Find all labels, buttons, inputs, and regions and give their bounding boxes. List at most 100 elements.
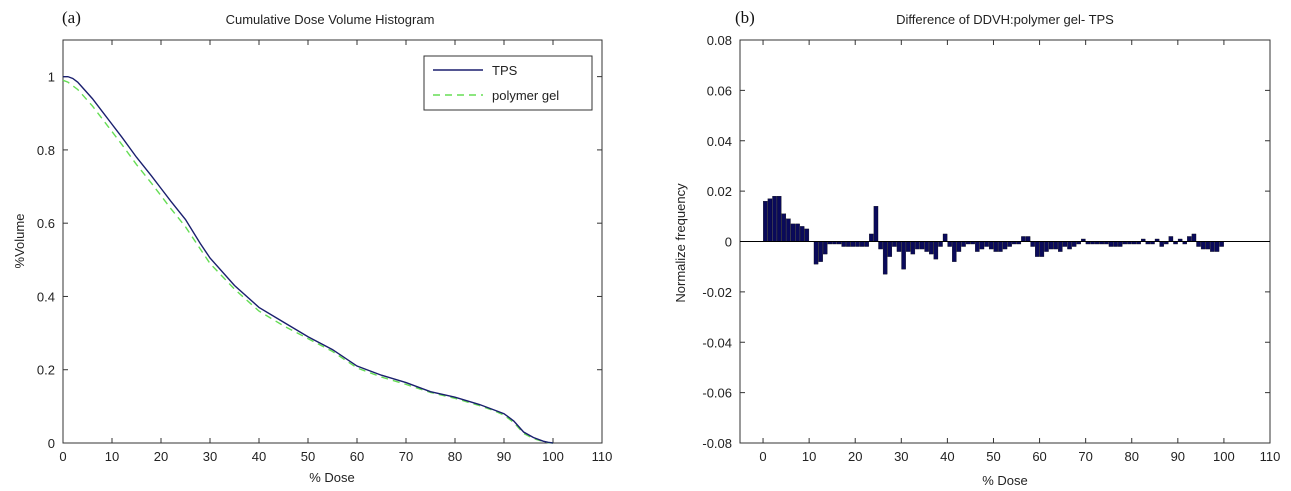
panel-b-y-tick-label: -0.06: [702, 386, 732, 401]
panel-b-y-axis-label: Normalize frequency: [673, 183, 688, 303]
panel-a-x-tick-label: 50: [301, 449, 315, 464]
bar: [998, 241, 1003, 252]
panel-a-x-axis-label: % Dose: [309, 470, 355, 485]
bar: [850, 241, 856, 247]
bar: [1214, 241, 1220, 252]
bar: [979, 241, 985, 250]
bar: [1048, 241, 1054, 250]
bar: [1025, 236, 1031, 242]
bar: [896, 241, 902, 252]
panel-a-x-tick-label: 90: [497, 449, 511, 464]
legend-label-polymer-gel: polymer gel: [492, 88, 559, 103]
bar: [767, 198, 773, 242]
panel-b-y-tick-label: 0.08: [707, 33, 732, 48]
panel-a-legend: TPS polymer gel: [423, 55, 593, 111]
panel-b-x-tick-label: 30: [894, 449, 908, 464]
bar: [947, 241, 952, 247]
panel-b-y-tick-label: 0: [725, 235, 732, 250]
bar: [869, 233, 874, 242]
bar: [859, 241, 865, 247]
panel-a-x-tick-label: 40: [252, 449, 266, 464]
bar: [1044, 241, 1049, 252]
bar: [1210, 241, 1215, 252]
bar: [846, 241, 851, 247]
bar: [882, 241, 888, 275]
bar: [1067, 241, 1072, 250]
bar: [1219, 241, 1224, 247]
legend-box: [423, 55, 593, 111]
bar: [956, 241, 962, 252]
bar: [915, 241, 920, 250]
bar: [795, 223, 800, 242]
panel-a-y-tick-label: 0.6: [37, 216, 55, 231]
bar: [786, 218, 791, 242]
panel-b-x-tick-label: 0: [759, 449, 766, 464]
panel-a-series-group: [62, 75, 554, 444]
bar: [1113, 241, 1118, 247]
panel-a-y-tick-label: 0.2: [37, 363, 55, 378]
bar: [1117, 241, 1123, 247]
bar: [924, 241, 929, 252]
panel-b-y-tick-label: -0.02: [702, 285, 732, 300]
panel-b-x-tick-label: 60: [1032, 449, 1046, 464]
panel-b-x-tick-label: 10: [802, 449, 816, 464]
panel-a-x-tick-label: 110: [592, 449, 613, 464]
bar: [1108, 241, 1114, 247]
bar: [799, 226, 805, 242]
bar: [1205, 241, 1211, 250]
bar: [1058, 241, 1063, 252]
bar: [1196, 241, 1201, 247]
panel-b-bar-group: [763, 196, 1224, 275]
bar: [790, 223, 796, 242]
bar: [929, 241, 934, 255]
panel-a-x-tick-label: 70: [399, 449, 413, 464]
bar: [910, 241, 916, 255]
bar: [938, 241, 943, 247]
panel-a-x-tick-label: 100: [542, 449, 564, 464]
bar: [975, 241, 980, 252]
bar: [984, 241, 989, 247]
bar: [841, 241, 846, 247]
bar: [961, 241, 966, 247]
panel-b-x-tick-label: 20: [848, 449, 862, 464]
bar: [1030, 241, 1035, 247]
panel-b-x-tick-label: 80: [1125, 449, 1139, 464]
bar: [1191, 233, 1197, 242]
panel-a-x-tick-label: 60: [350, 449, 364, 464]
bar: [1159, 241, 1164, 247]
panel-b-y-tick-label: -0.04: [702, 335, 732, 350]
bar: [1071, 241, 1077, 247]
bar: [855, 241, 860, 247]
panel-b-x-axis-label: % Dose: [982, 473, 1028, 488]
bar: [905, 241, 911, 252]
bar: [919, 241, 925, 250]
series-line-tps: [63, 75, 554, 444]
panel-b-y-tick-label: 0.04: [707, 134, 732, 149]
bar: [818, 241, 823, 262]
panel-a-y-tick-label: 1: [48, 70, 55, 85]
panel-a-label: (a): [62, 8, 81, 27]
bar: [1200, 241, 1206, 250]
bar: [763, 201, 768, 242]
panel-b-x-tick-label: 40: [940, 449, 954, 464]
bar: [776, 196, 782, 242]
bar: [901, 241, 906, 270]
panel-b-x-tick-label: 110: [1260, 449, 1281, 464]
bar: [1062, 241, 1068, 247]
bar: [1053, 241, 1058, 250]
bar: [1035, 241, 1040, 257]
bar: [772, 196, 777, 242]
bar: [892, 241, 897, 247]
panel-a-x-tick-label: 20: [154, 449, 168, 464]
panel-b-axes: 0 10 20 30 40 50 60 70 80 90 100 110 -0.08 -0.06 -0.04…: [702, 33, 1280, 464]
series-line-polymer-gel: [62, 79, 554, 444]
panel-b-title: Difference of DDVH:polymer gel- TPS: [896, 12, 1114, 27]
panel-a-y-tick-label: 0.8: [37, 143, 55, 158]
panel-a-y-axis-label: %Volume: [12, 214, 27, 269]
bar: [781, 213, 787, 242]
bar: [1007, 241, 1012, 247]
bar: [933, 241, 939, 260]
panel-b-y-tick-label: 0.06: [707, 83, 732, 98]
bar: [1002, 241, 1008, 250]
